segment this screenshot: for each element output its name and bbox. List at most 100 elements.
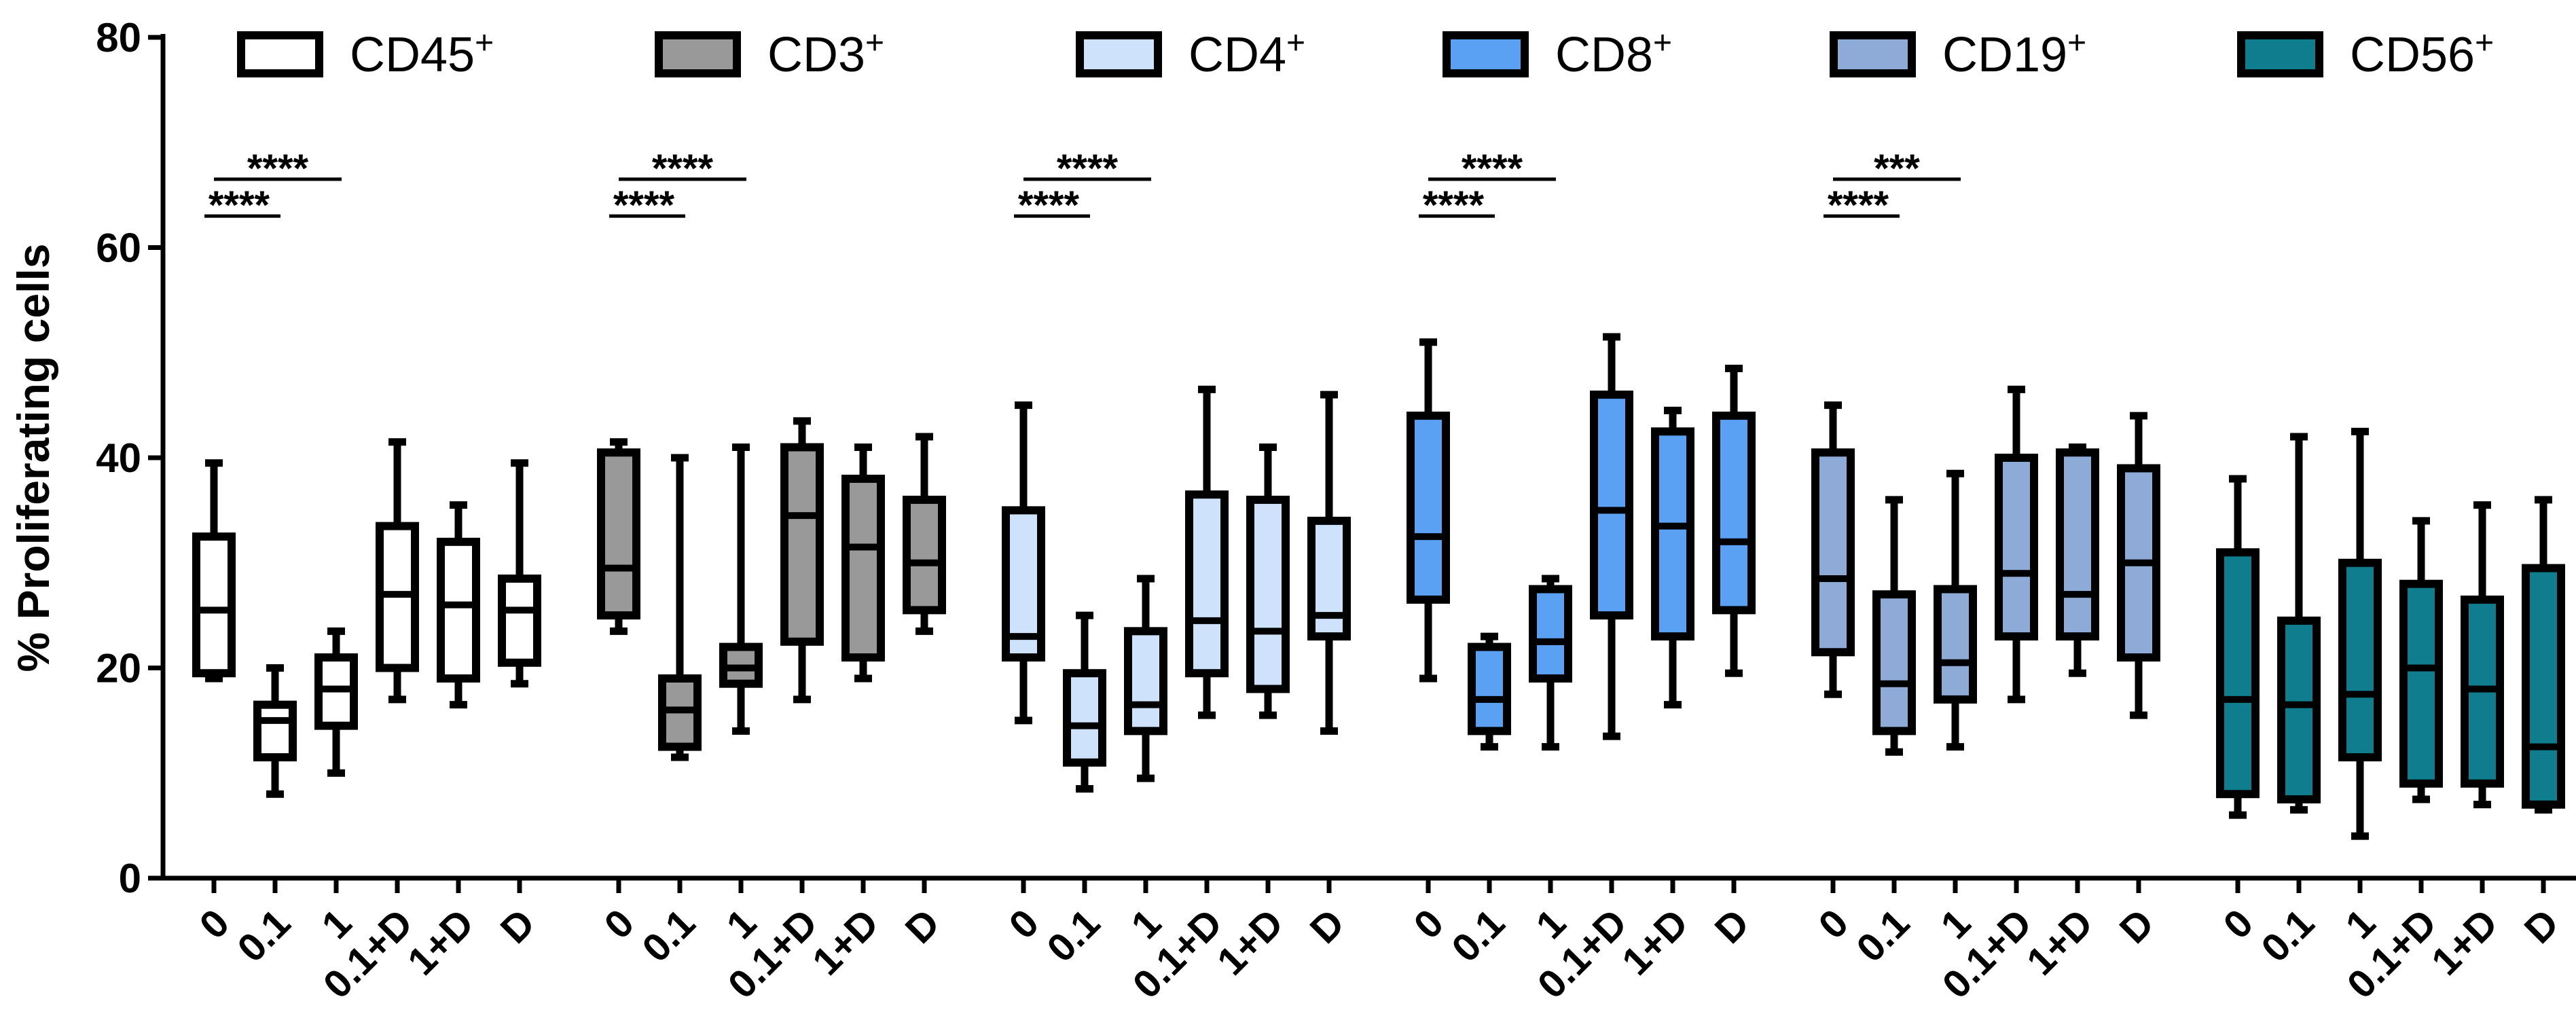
legend-swatch: [1830, 31, 1916, 77]
significance-label: ****: [1828, 183, 1889, 228]
legend-label: CD45+: [350, 25, 494, 83]
legend-swatch: [655, 31, 741, 77]
legend-swatch: [1443, 31, 1529, 77]
significance-label: ****: [1462, 147, 1523, 191]
box-iqr: [253, 700, 297, 762]
legend-swatch: [1076, 31, 1162, 77]
x-tick-label: 1+D: [399, 901, 482, 983]
y-tick-label: 80: [96, 15, 141, 60]
box-cd56-0.1: [2277, 433, 2321, 814]
box-cd56-1: [2338, 427, 2382, 840]
box-cd8-0: [1407, 338, 1450, 683]
box-cd45-1+D: [437, 501, 480, 709]
box-cd19-D: [2117, 412, 2160, 719]
box-cd56-0: [2216, 475, 2260, 819]
legend-swatch: [237, 31, 323, 77]
x-tick-label: D: [897, 901, 949, 952]
box-cd4-0.1+D: [1185, 385, 1229, 719]
legend-item-cd3: CD3+: [655, 25, 884, 82]
box-iqr: [1002, 506, 1045, 662]
box-cd45-1: [314, 627, 358, 777]
box-iqr: [2056, 448, 2099, 641]
box-iqr: [903, 495, 946, 615]
legend: CD45+ CD3+ CD4+ CD8+ CD19+ CD56+: [237, 25, 2494, 83]
box-iqr: [192, 532, 236, 678]
legend-item-cd45: CD45+: [237, 25, 494, 83]
box-iqr: [1872, 590, 1916, 736]
box-iqr: [1590, 391, 1633, 620]
x-tick-label: 0.1: [2253, 901, 2323, 971]
box-cd45-0: [192, 459, 236, 683]
box-iqr: [1529, 585, 1572, 683]
box-iqr: [1124, 627, 1167, 736]
box-iqr: [1651, 427, 1694, 641]
legend-item-cd19: CD19+: [1830, 25, 2086, 83]
box-cd8-D: [1712, 364, 1756, 677]
box-cd19-0: [1811, 401, 1855, 698]
box-cd8-0.1: [1468, 632, 1511, 751]
significance-label: ****: [613, 183, 675, 228]
box-iqr: [2216, 548, 2260, 799]
box-cd19-0.1: [1872, 496, 1916, 756]
significance-label: ****: [247, 147, 309, 191]
box-cd45-0.1+D: [376, 438, 419, 704]
box-iqr: [2399, 579, 2443, 788]
x-tick-label: 1+D: [1614, 901, 1697, 983]
significance-label: ****: [208, 183, 270, 228]
significance-label: ***: [1874, 147, 1920, 191]
x-tick-label: D: [1707, 901, 1758, 952]
box-iqr: [498, 574, 541, 667]
box-iqr: [1995, 454, 2038, 641]
x-tick-label: 1+D: [804, 901, 887, 983]
series-cd3: [597, 417, 946, 761]
x-tick-label: 1+D: [1209, 901, 1292, 983]
box-iqr: [1934, 585, 1977, 704]
legend-label: CD19+: [1942, 25, 2086, 83]
legend-label: CD56+: [2350, 25, 2494, 83]
box-cd56-D: [2522, 496, 2565, 814]
x-tick-label: 0.1: [1038, 901, 1108, 971]
significance-label: ****: [1018, 183, 1080, 228]
x-tick-label: D: [1302, 901, 1354, 952]
box-iqr: [437, 537, 480, 683]
legend-item-cd8: CD8+: [1443, 25, 1672, 82]
series-cd56: [2216, 427, 2565, 840]
significance-label: ****: [652, 147, 714, 191]
box-cd4-1+D: [1246, 443, 1290, 719]
significance-label: ****: [1057, 147, 1119, 191]
box-cd56-0.1+D: [2399, 517, 2443, 803]
significance-label: ****: [1423, 183, 1485, 228]
box-iqr: [1811, 448, 1855, 657]
box-cd3-0.1+D: [780, 417, 824, 704]
box-iqr: [1407, 412, 1450, 604]
x-tick-label: D: [2111, 901, 2163, 952]
legend-swatch: [2237, 31, 2323, 77]
box-iqr: [1307, 516, 1351, 641]
box-cd45-0.1: [253, 664, 297, 798]
box-cd4-1: [1124, 575, 1167, 782]
x-tick-label: 0.1: [634, 901, 704, 971]
significance-annotations: ***************************************: [204, 147, 1961, 228]
x-tick-label: 0.1: [1848, 901, 1918, 971]
box-iqr: [597, 448, 640, 620]
box-iqr: [1063, 669, 1106, 767]
series-cd8: [1407, 333, 1756, 751]
x-tick-label: D: [2516, 901, 2568, 952]
box-iqr: [2338, 558, 2382, 762]
legend-label: CD4+: [1189, 25, 1305, 83]
box-cd3-1: [719, 443, 763, 735]
y-tick-label: 40: [96, 435, 141, 481]
y-tick-label: 20: [96, 646, 141, 691]
box-cd56-1+D: [2461, 501, 2504, 809]
box-cd19-1+D: [2056, 443, 2099, 677]
plot-area: [192, 333, 2565, 840]
box-cd3-0.1: [658, 454, 702, 761]
box-cd8-0.1+D: [1590, 333, 1633, 740]
box-iqr: [2522, 564, 2565, 809]
y-tick-label: 0: [119, 856, 141, 901]
box-cd8-1: [1529, 575, 1572, 751]
series-cd19: [1811, 385, 2160, 756]
x-tick-label: 1+D: [2018, 901, 2101, 983]
x-tick-label: 1+D: [2423, 901, 2506, 983]
